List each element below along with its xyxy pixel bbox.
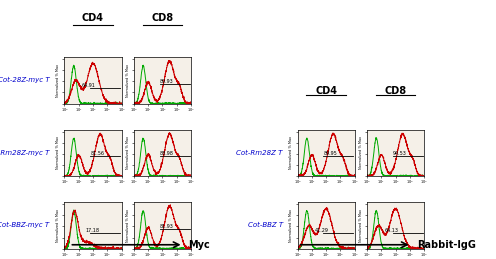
Text: 64.91: 64.91 — [81, 83, 95, 88]
Text: Myc: Myc — [188, 240, 210, 250]
Text: Cot-Rm28Z T: Cot-Rm28Z T — [237, 150, 283, 156]
Text: 88.98: 88.98 — [160, 151, 174, 156]
Text: CD4: CD4 — [82, 13, 104, 23]
Text: Cot-BBZ-myc T: Cot-BBZ-myc T — [0, 222, 50, 228]
Text: 17.18: 17.18 — [86, 228, 100, 233]
Text: Cot-BBZ T: Cot-BBZ T — [248, 222, 283, 228]
Y-axis label: Normalized % Max: Normalized % Max — [290, 209, 294, 242]
Y-axis label: Normalized % Max: Normalized % Max — [359, 136, 363, 169]
Text: 64.13: 64.13 — [384, 228, 398, 233]
Y-axis label: Normalized % Max: Normalized % Max — [290, 136, 294, 169]
Text: 81.56: 81.56 — [90, 151, 104, 156]
Text: 89.95: 89.95 — [323, 151, 337, 156]
Text: CD8: CD8 — [384, 86, 407, 96]
Text: CD8: CD8 — [151, 13, 174, 23]
Text: Cot-28Z-myc T: Cot-28Z-myc T — [0, 77, 50, 83]
Y-axis label: Normalized % Max: Normalized % Max — [126, 209, 130, 242]
Y-axis label: Normalized % Max: Normalized % Max — [57, 136, 61, 169]
Y-axis label: Normalized % Max: Normalized % Max — [57, 64, 61, 97]
Y-axis label: Normalized % Max: Normalized % Max — [57, 209, 61, 242]
Text: 89.93: 89.93 — [160, 79, 173, 84]
Text: 41.29: 41.29 — [314, 228, 328, 233]
Text: Cot-Rm28Z-myc T: Cot-Rm28Z-myc T — [0, 150, 50, 156]
Y-axis label: Normalized % Max: Normalized % Max — [126, 64, 130, 97]
Text: 94.53: 94.53 — [393, 151, 407, 156]
Y-axis label: Normalized % Max: Normalized % Max — [359, 209, 363, 242]
Text: 81.93: 81.93 — [160, 224, 174, 229]
Text: CD4: CD4 — [315, 86, 337, 96]
Y-axis label: Normalized % Max: Normalized % Max — [126, 136, 130, 169]
Text: Rabbit-IgG: Rabbit-IgG — [417, 240, 476, 250]
